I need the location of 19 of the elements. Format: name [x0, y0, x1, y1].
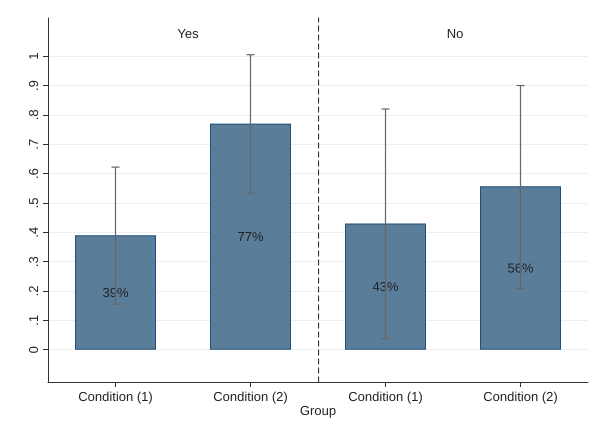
x-tick-label: Condition (2): [213, 389, 288, 404]
y-tick-label: 0: [26, 346, 41, 354]
y-tick-label: .8: [26, 109, 41, 120]
x-tick-label: Condition (1): [348, 389, 423, 404]
y-tick-label: .5: [26, 198, 41, 208]
y-tick-label: .7: [26, 138, 41, 150]
x-axis-title: Group: [300, 403, 336, 418]
y-tick-label: .1: [26, 314, 41, 326]
text: No: [446, 26, 464, 41]
y-tick-label: .9: [26, 80, 41, 91]
y-tick-label: 1: [26, 52, 41, 60]
y-tick-label: .3: [26, 256, 41, 268]
x-tick-label: Condition (2): [483, 389, 558, 404]
data-label: 77%: [237, 229, 264, 244]
y-tick-label: .2: [26, 286, 41, 296]
y-tick-label: .4: [26, 226, 41, 238]
x-tick-label: Condition (1): [78, 389, 153, 404]
y-tick-label: .6: [26, 168, 41, 179]
text: Yes: [177, 26, 200, 41]
